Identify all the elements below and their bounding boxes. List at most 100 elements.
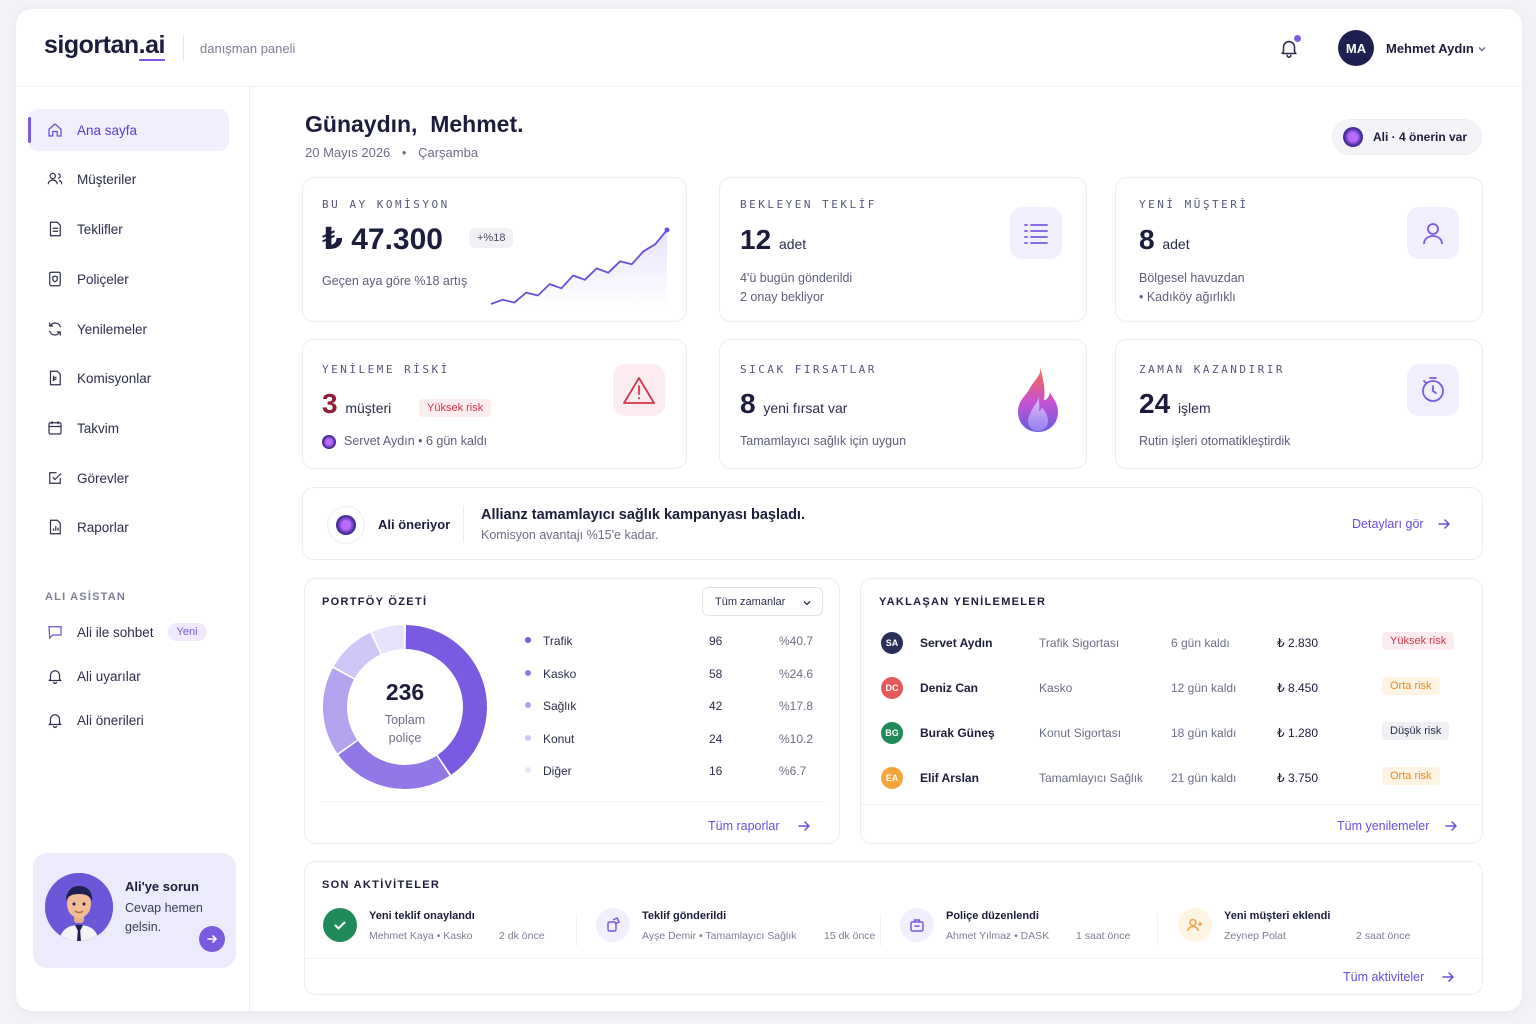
sparkline-line — [490, 229, 668, 305]
legend-dot — [525, 702, 531, 708]
details-link[interactable]: Detayları gör — [1352, 517, 1450, 531]
change-badge: +%18 — [469, 228, 514, 248]
assist-go-button[interactable] — [199, 926, 225, 952]
legend-row[interactable]: Sağlık 42 %17.8 — [523, 696, 813, 716]
sidebar-item-yenilemeler[interactable]: Yenilemeler — [28, 308, 229, 350]
time-filter-select[interactable]: Tüm zamanlar — [702, 587, 823, 616]
sidebar-item-ana-sayfa[interactable]: Ana sayfa — [28, 109, 229, 151]
all-reports-link[interactable]: Tüm raporlar — [708, 819, 810, 833]
sidebar-item-musteriler[interactable]: Müşteriler — [28, 158, 229, 200]
assistant-avatar — [45, 873, 113, 941]
all-renewals-label: Tüm yenilemeler — [1337, 819, 1430, 833]
legend-row[interactable]: Kasko 58 %24.6 — [523, 664, 813, 684]
kpi-pending-card[interactable]: BEKLEYEN TEKLİF 12 adet 4'ü bugün gönder… — [719, 177, 1087, 322]
brand-logo[interactable]: sigortan.ai — [44, 31, 165, 61]
current-day: Çarşamba — [418, 145, 479, 160]
activity-item[interactable]: Teklif gönderildi Ayşe Demir • Tamamlayı… — [596, 904, 886, 954]
kpi-label: SICAK FIRSATLAR — [740, 363, 877, 376]
donut-slice-trafik[interactable] — [405, 625, 487, 775]
kpi-line-1: Servet Aydın • 6 gün kaldı — [344, 434, 488, 448]
donut-slice-sağlık[interactable] — [323, 668, 358, 754]
sidebar-item-raporlar[interactable]: Raporlar — [28, 506, 229, 548]
sidebar-item-takvim[interactable]: Takvim — [28, 407, 229, 449]
flame-icon — [1018, 366, 1058, 432]
sidebar-item-label: Ana sayfa — [77, 122, 138, 138]
activity-item[interactable]: Poliçe düzenlendi Ahmet Yılmaz • DASK 1 … — [900, 904, 1160, 954]
activity-subtitle: Zeynep Polat — [1224, 930, 1286, 942]
legend-percent: %17.8 — [779, 699, 814, 713]
risk-badge: Orta risk — [1382, 767, 1440, 785]
kpi-time-saved-card[interactable]: ZAMAN KAZANDIRIR 24 işlem Rutin işleri o… — [1115, 339, 1483, 469]
ali-suggestions-pill[interactable]: Ali · 4 önerin var — [1332, 119, 1482, 155]
assistant-section-title: ALI ASİSTAN — [45, 591, 127, 603]
renewal-row[interactable]: DC Deniz Can Kasko 12 gün kaldı ₺ 8.450 … — [881, 672, 1461, 702]
renewal-row[interactable]: BG Burak Güneş Konut Sigortası 18 gün ka… — [881, 717, 1461, 747]
user-avatar[interactable]: MA — [1338, 30, 1374, 66]
kpi-value: ₺ 47.300 — [322, 223, 443, 256]
sidebar-item-ali-onerileri[interactable]: Ali önerileri — [28, 699, 229, 741]
donut-slice-diğer[interactable] — [372, 625, 405, 654]
list-icon-tile — [1010, 207, 1062, 259]
activity-item[interactable]: Yeni teklif onaylandı Mehmet Kaya • Kask… — [323, 904, 573, 954]
send-icon — [596, 908, 630, 942]
ali-orb-icon — [336, 515, 356, 535]
kpi-line-1: 4'ü bugün gönderildi — [740, 271, 853, 285]
chevron-down-icon[interactable] — [1476, 43, 1488, 55]
donut-slice-konut[interactable] — [333, 632, 381, 679]
sidebar-item-teklifler[interactable]: Teklifler — [28, 208, 229, 250]
ali-orb-icon — [322, 434, 336, 449]
legend-count: 42 — [709, 699, 723, 713]
donut-slice-kasko[interactable] — [338, 740, 450, 789]
premium-amount: ₺ 3.750 — [1277, 771, 1318, 785]
user-name[interactable]: Mehmet Aydın — [1386, 41, 1474, 56]
legend-row[interactable]: Konut 24 %10.2 — [523, 729, 813, 749]
sidebar-item-gorevler[interactable]: Görevler — [28, 457, 229, 499]
bullet: • — [401, 145, 407, 160]
renewal-row[interactable]: EA Elif Arslan Tamamlayıcı Sağlık 21 gün… — [881, 762, 1461, 792]
product-type: Tamamlayıcı Sağlık — [1039, 771, 1144, 785]
renewal-row[interactable]: SA Servet Aydın Trafik Sigortası 6 gün k… — [881, 627, 1461, 657]
kpi-line-2: 2 onay bekliyor — [740, 290, 825, 304]
legend-row[interactable]: Trafik 96 %40.7 — [523, 631, 813, 651]
sidebar-item-label: Poliçeler — [77, 271, 129, 287]
kpi-value-wrap: 12 adet — [740, 224, 806, 256]
activity-title: Yeni müşteri eklendi — [1224, 910, 1331, 922]
customer-avatar: EA — [881, 767, 903, 789]
report-icon — [49, 519, 61, 535]
donut-total: 236 — [385, 679, 425, 705]
product-type: Trafik Sigortası — [1039, 636, 1120, 650]
app-window: sigortan.ai danışman paneli MA Mehmet Ay… — [16, 9, 1522, 1011]
kpi-new-customers-card[interactable]: YENİ MÜŞTERİ 8 adet Bölgesel havuzdan • … — [1115, 177, 1483, 322]
kpi-renewal-risk-card[interactable]: YENİLEME RİSKİ 3 müşteri Yüksek risk Ser… — [302, 339, 687, 469]
divider — [463, 506, 464, 542]
high-risk-badge: Yüksek risk — [419, 399, 492, 417]
sidebar-item-ali-uyarilar[interactable]: Ali uyarılar — [28, 655, 229, 697]
legend-row[interactable]: Diğer 16 %6.7 — [523, 761, 813, 781]
risk-badge: Düşük risk — [1382, 722, 1450, 740]
sidebar-item-label: Müşteriler — [77, 171, 137, 187]
all-activities-link[interactable]: Tüm aktiviteler — [1343, 970, 1455, 984]
all-renewals-link[interactable]: Tüm yenilemeler — [1337, 819, 1458, 833]
kpi-unit: işlem — [1177, 400, 1211, 416]
kpi-label: BU AY KOMİSYON — [322, 198, 450, 211]
list-icon — [1024, 224, 1048, 244]
ali-orb-icon — [1343, 127, 1363, 147]
sidebar-item-policeler[interactable]: Poliçeler — [28, 258, 229, 300]
chat-icon — [48, 626, 62, 640]
sidebar-item-label: Komisyonlar — [77, 370, 152, 386]
timer-icon — [1422, 377, 1444, 402]
kpi-hot-opportunities-card[interactable]: SICAK FIRSATLAR 8 yeni fırsat var Tamaml… — [719, 339, 1087, 469]
activity-item[interactable]: Yeni müşteri eklendi Zeynep Polat 2 saat… — [1178, 904, 1438, 954]
ask-ali-card[interactable]: Ali'ye sorun Cevap hemen gelsin. — [33, 853, 236, 968]
kpi-unit: müşteri — [345, 400, 392, 416]
sidebar-item-ali-sohbet[interactable]: Ali ile sohbet Yeni — [28, 611, 229, 653]
ali-recommendation-banner[interactable]: Ali öneriyor Allianz tamamlayıcı sağlık … — [302, 487, 1483, 560]
kpi-unit: adet — [1162, 236, 1190, 252]
bell-icon[interactable] — [1278, 37, 1300, 59]
check-icon — [323, 908, 357, 942]
activity-title: Teklif gönderildi — [642, 910, 727, 922]
kpi-commission-card[interactable]: BU AY KOMİSYON ₺ 47.300 +%18 Geçen aya g… — [302, 177, 687, 322]
sidebar-item-komisyonlar[interactable]: Komisyonlar — [28, 357, 229, 399]
activity-subtitle: Ahmet Yılmaz • DASK — [946, 930, 1050, 942]
legend-dot — [525, 767, 531, 773]
